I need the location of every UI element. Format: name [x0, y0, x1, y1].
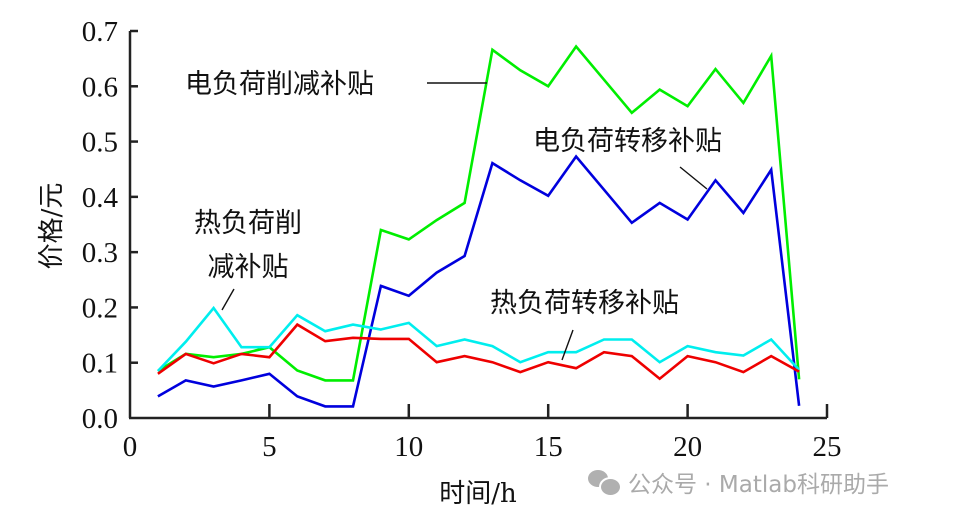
annotation-label: 热负荷削	[194, 208, 302, 239]
annotation-label: 电负荷转移补贴	[533, 126, 722, 157]
x-tick-label: 10	[394, 431, 423, 463]
watermark: 公众号 · Matlab科研助手	[588, 462, 889, 502]
series-lines	[156, 44, 801, 408]
series-line	[156, 305, 801, 372]
y-tick-label: 0.2	[82, 292, 118, 324]
watermark-text: 公众号 · Matlab科研助手	[628, 472, 889, 498]
y-tick-label: 0.4	[82, 182, 119, 214]
y-tick-label: 0.7	[82, 16, 118, 48]
x-tick-label: 5	[262, 431, 277, 463]
annotation-leader-line	[561, 329, 574, 361]
annotation-label: 电负荷削减补贴	[185, 69, 374, 100]
x-tick-label: 0	[123, 431, 138, 463]
axes: 0.0 0.1 0.2 0.3 0.4 0.5 0.6 0.7 0 5 10 15 20 25	[82, 16, 842, 463]
annotation-label: 减补贴	[208, 252, 289, 283]
annotation-leader-line	[679, 166, 708, 190]
series-line	[157, 322, 800, 381]
annotation-leader-line	[221, 288, 235, 311]
x-tick-label: 20	[673, 431, 702, 463]
x-axis-title: 时间/h	[439, 479, 517, 509]
annotation-label: 热负荷转移补贴	[490, 288, 679, 319]
y-tick-label: 0.3	[82, 237, 118, 269]
y-tick-label: 0.5	[82, 127, 118, 159]
series-line	[157, 154, 801, 408]
y-tick-label: 0.6	[82, 71, 118, 103]
y-axis-title: 价格/元	[37, 183, 67, 270]
x-tick-label: 25	[813, 431, 842, 463]
x-tick-label: 15	[534, 431, 563, 463]
y-tick-label: 0.1	[82, 348, 118, 380]
wechat-icon	[588, 468, 622, 497]
y-tick-label: 0.0	[82, 403, 118, 435]
